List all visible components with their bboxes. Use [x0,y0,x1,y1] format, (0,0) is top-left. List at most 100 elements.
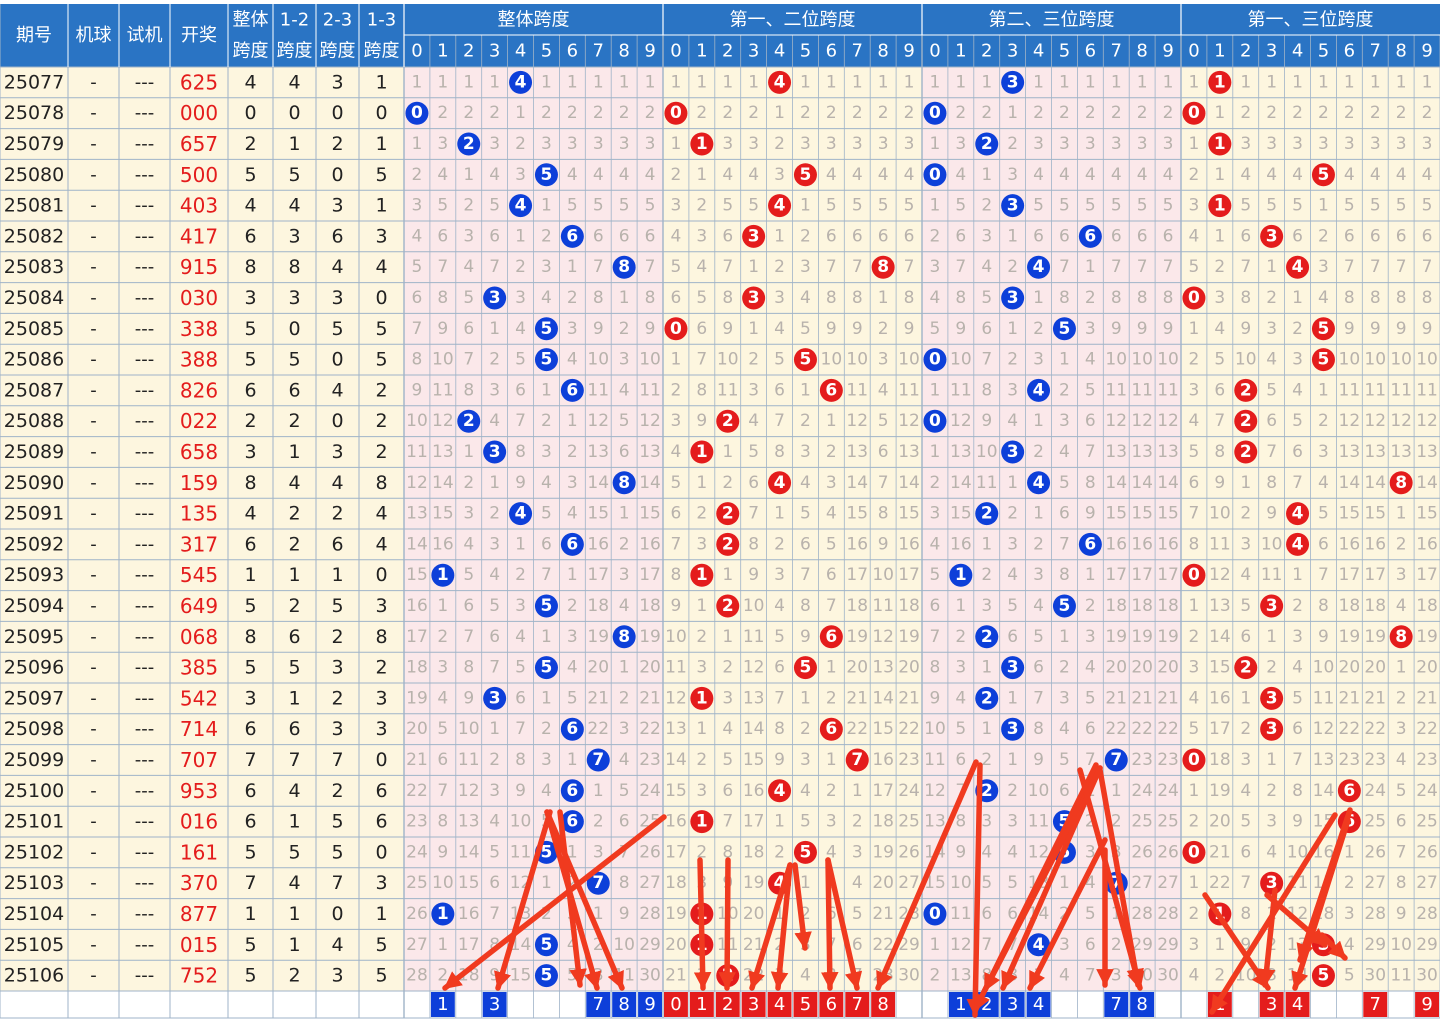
hit-ball [586,871,610,895]
hit-ball [1234,378,1258,402]
miss-count: 4 [541,473,552,493]
miss-count: 23 [406,812,428,832]
hit-ball [1234,440,1258,464]
annotation-arrow [748,862,793,991]
miss-count: 1 [1189,319,1200,339]
predict-box [1026,992,1051,1017]
miss-count: 7 [904,257,915,277]
table-row: 25094- --- 649 5 2 5 3 16 1 6 5 3 5 2 18 4 18 9 1 2 10 4 8 7 18 1… [4,594,1438,618]
hit-ball [1052,317,1076,341]
predict-cell: 4 [1026,992,1051,1017]
span-cell: 0 [331,102,343,124]
predict-cell: 8 [612,992,637,1017]
hit-ball-label: 4 [1292,504,1304,524]
miss-count: 3 [1085,319,1096,339]
miss-count: 3 [878,350,889,370]
miss-count: 3 [489,534,500,554]
miss-count: 6 [412,288,423,308]
miss-count: 2 [541,226,552,246]
table-row: 25084- --- 030 3 3 3 0 6 8 5 3 3 4 2 8 1 8 6 5 8 3 3 4 8 8 1 8 4 8 5 3… [4,286,1433,310]
miss-count: 1 [852,781,863,801]
annotation-arrow [770,862,793,991]
miss-count: 3 [515,288,526,308]
miss-count: 13 [1313,750,1335,770]
span-cell: 7 [288,749,300,771]
miss-count: 3 [748,380,759,400]
miss-count: 7 [489,904,500,924]
digit-header: 5 [1318,41,1329,62]
digit-header: 8 [1136,41,1147,62]
miss-count: 10 [458,719,480,739]
miss-count: 4 [1163,165,1174,185]
span-cell: 3 [331,657,343,679]
miss-count: 12 [950,935,972,955]
annotation-arrow [792,862,812,951]
miss-count: 12 [1390,411,1412,431]
hit-ball [560,532,584,556]
test-cell: --- [135,288,155,309]
header-label: 跨度 [233,41,269,62]
header-label: 跨度 [364,41,400,62]
predict-cell: 3 [482,992,507,1017]
period-cell: 25093 [4,564,64,586]
machine-cell: - [90,965,97,986]
machine-cell: - [90,380,97,401]
test-cell: --- [135,842,155,863]
span-cell: 6 [244,780,256,802]
miss-count: 2 [1266,781,1277,801]
miss-count: 2 [826,442,837,462]
miss-count: 1 [567,565,578,585]
digit-header: 1 [955,41,966,62]
miss-count: 1 [645,72,656,92]
miss-count: 4 [1059,966,1070,986]
miss-count: 18 [1157,596,1179,616]
miss-count: 2 [1189,904,1200,924]
miss-count: 16 [743,781,765,801]
hit-ball-label: 3 [1266,688,1278,708]
miss-count: 3 [1266,134,1277,154]
annotation-arrow [693,857,712,991]
miss-count: 1 [774,904,785,924]
miss-count: 17 [1416,565,1438,585]
miss-count: 4 [748,411,759,431]
miss-count: 28 [1416,904,1438,924]
miss-count: 2 [930,966,941,986]
hit-ball-label: 7 [1110,873,1122,893]
miss-count: 6 [722,781,733,801]
digit-header: 2 [1240,41,1251,62]
miss-count: 4 [1292,165,1303,185]
span-cell: 8 [375,626,387,648]
predict-label: 4 [1033,994,1044,1015]
miss-count: 9 [1292,812,1303,832]
hit-ball [1104,748,1128,772]
miss-count: 16 [1339,534,1361,554]
test-cell: --- [135,442,155,463]
miss-count: 9 [1240,935,1251,955]
miss-count: 2 [541,411,552,431]
miss-count: 12 [950,411,972,431]
hit-ball-label: 6 [1084,534,1096,554]
miss-count: 16 [458,904,480,924]
miss-count: 1 [1189,781,1200,801]
miss-count: 22 [1131,719,1153,739]
miss-count: 2 [1318,226,1329,246]
miss-count: 12 [872,627,894,647]
miss-count: 6 [1292,719,1303,739]
hit-ball [1389,625,1413,649]
period-cell: 25084 [4,287,64,309]
span-cell: 6 [331,225,343,247]
miss-count: 29 [1416,935,1438,955]
hit-ball-label: 4 [1033,935,1045,955]
predict-cell: 1 [948,992,973,1017]
hit-ball-label: 5 [541,935,553,955]
hit-ball-label: 7 [592,873,604,893]
span-cell: 1 [331,564,343,586]
hit-ball [405,101,429,125]
miss-count: 4 [1396,165,1407,185]
span-cell: 6 [375,811,387,833]
hit-ball [1027,378,1051,402]
miss-count: 1 [1007,226,1018,246]
digit-header: 0 [1188,41,1199,62]
miss-count: 2 [774,134,785,154]
hit-ball-label: 3 [748,226,760,246]
